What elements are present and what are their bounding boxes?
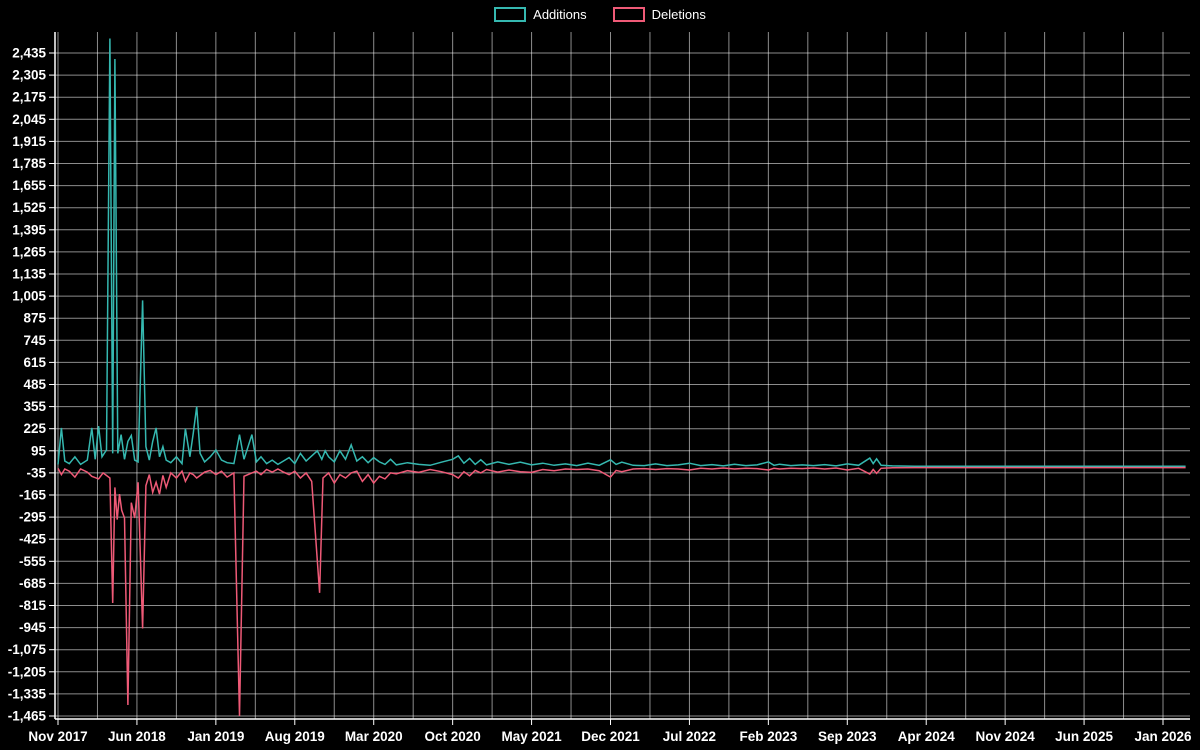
x-tick-label: Jun 2018 xyxy=(108,729,166,744)
x-tick-label: Dec 2021 xyxy=(581,729,640,744)
legend-label-additions: Additions xyxy=(533,7,587,22)
x-tick-label: Mar 2020 xyxy=(345,729,403,744)
y-tick-label: 1,135 xyxy=(12,267,46,282)
y-tick-label: 615 xyxy=(23,355,46,370)
x-tick-label: Oct 2020 xyxy=(424,729,480,744)
y-tick-label: -165 xyxy=(19,488,47,503)
y-tick-label: 485 xyxy=(23,377,46,392)
y-tick-label: 875 xyxy=(23,311,46,326)
y-tick-label: 1,525 xyxy=(12,200,46,215)
x-tick-label: Jul 2022 xyxy=(663,729,716,744)
series-line-additions xyxy=(57,38,1186,468)
y-tick-label: 355 xyxy=(23,399,46,414)
y-tick-label: 1,395 xyxy=(12,222,46,237)
y-tick-label: -1,205 xyxy=(8,664,47,679)
y-tick-label: -1,335 xyxy=(8,686,47,701)
x-tick-label: Sep 2023 xyxy=(818,729,877,744)
y-tick-label: -295 xyxy=(19,510,47,525)
x-tick-label: Feb 2023 xyxy=(739,729,797,744)
y-tick-label: -815 xyxy=(19,598,47,613)
x-tick-label: Jun 2025 xyxy=(1055,729,1113,744)
y-tick-label: 2,305 xyxy=(12,68,46,83)
y-tick-label: -425 xyxy=(19,532,47,547)
chart-legend: Additions Deletions xyxy=(0,7,1200,22)
y-tick-label: 745 xyxy=(23,333,46,348)
y-tick-label: 2,175 xyxy=(12,90,46,105)
y-tick-label: -555 xyxy=(19,554,47,569)
y-tick-label: -1,465 xyxy=(8,709,47,724)
y-tick-label: 2,045 xyxy=(12,112,46,127)
y-tick-label: 1,265 xyxy=(12,244,46,259)
y-tick-label: 1,915 xyxy=(12,134,46,149)
x-tick-label: Nov 2017 xyxy=(28,729,87,744)
y-tick-label: -945 xyxy=(19,620,47,635)
x-tick-label: Jan 2026 xyxy=(1134,729,1192,744)
x-tick-label: Apr 2024 xyxy=(898,729,956,744)
legend-item-additions[interactable]: Additions xyxy=(494,7,587,22)
y-tick-label: -685 xyxy=(19,576,47,591)
series-line-deletions xyxy=(57,466,1186,717)
legend-item-deletions[interactable]: Deletions xyxy=(612,7,706,22)
deletions-swatch-icon xyxy=(612,7,645,22)
y-tick-label: 1,655 xyxy=(12,178,46,193)
legend-label-deletions: Deletions xyxy=(651,7,706,22)
y-tick-label: 1,785 xyxy=(12,156,46,171)
y-tick-label: 2,435 xyxy=(12,46,46,61)
y-tick-label: 1,005 xyxy=(12,289,46,304)
x-tick-label: May 2021 xyxy=(502,729,563,744)
additions-swatch-icon xyxy=(494,7,527,22)
y-tick-label: 95 xyxy=(31,443,47,458)
x-tick-label: Nov 2024 xyxy=(975,729,1035,744)
y-tick-label: -1,075 xyxy=(8,642,47,657)
x-tick-label: Jan 2019 xyxy=(187,729,244,744)
x-tick-label: Aug 2019 xyxy=(265,729,325,744)
y-tick-label: -35 xyxy=(26,465,46,480)
y-tick-label: 225 xyxy=(23,421,46,436)
